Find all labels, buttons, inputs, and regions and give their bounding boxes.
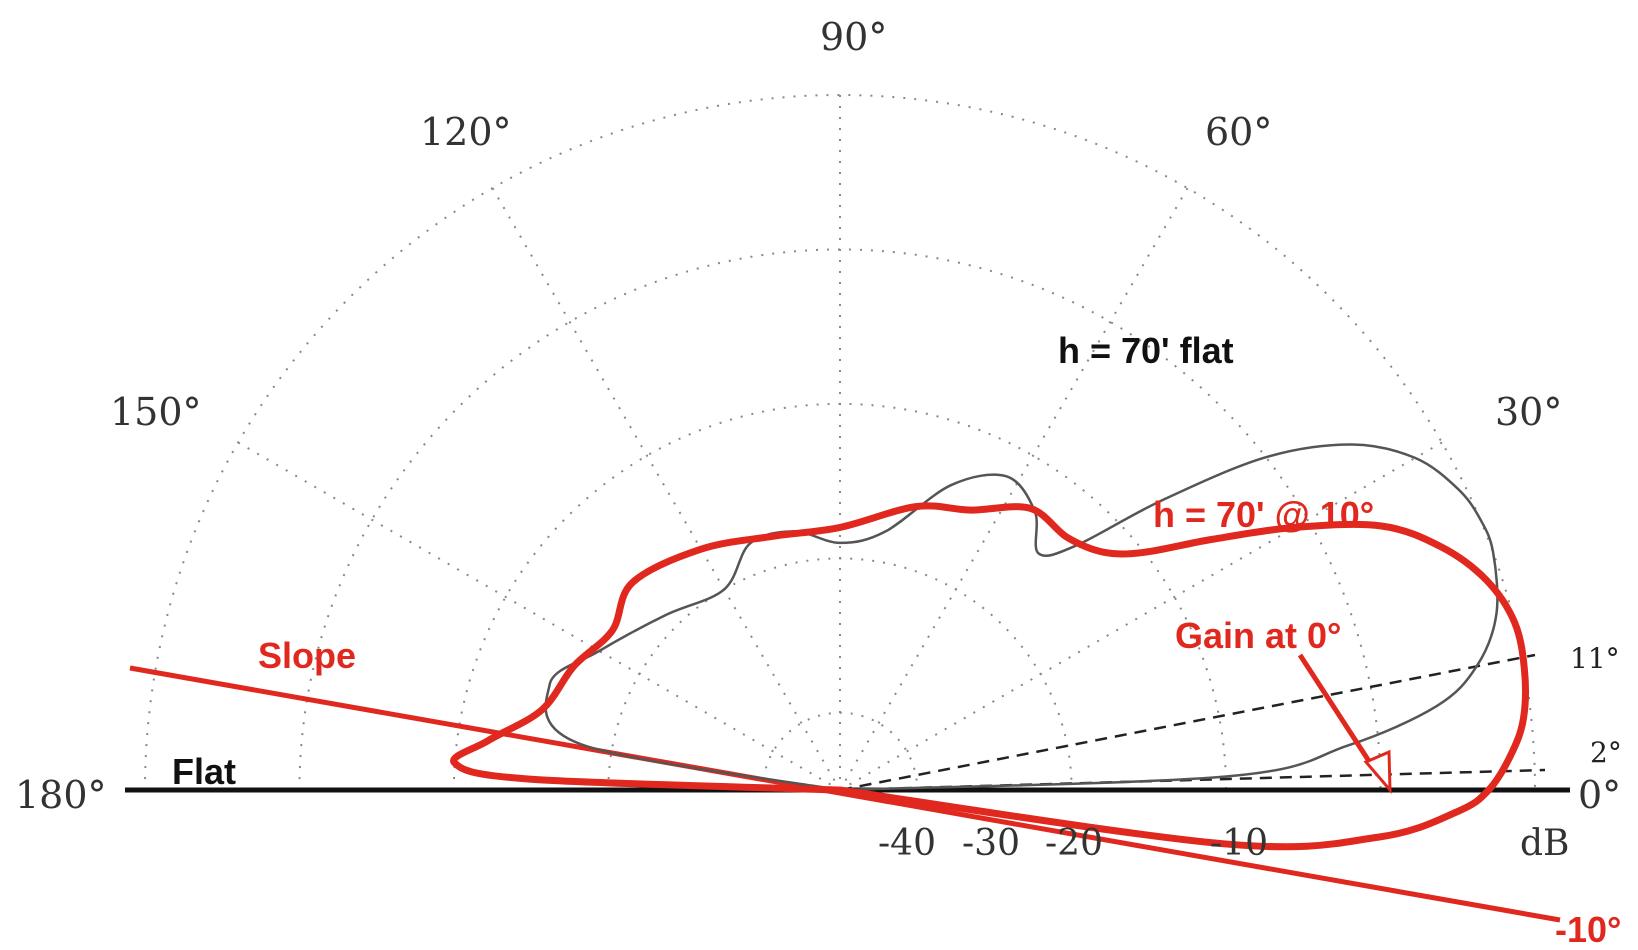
reference-label-2deg: 2° xyxy=(1590,736,1622,769)
reference-label-11deg: 11° xyxy=(1570,642,1620,675)
reference-label-neg10deg: -10° xyxy=(1555,909,1621,950)
sloped-series-label: h = 70' @ 10° xyxy=(1153,494,1374,535)
grid-spoke xyxy=(839,187,1189,791)
db-tick-m20: -20 xyxy=(1045,823,1103,864)
angle-label-0: 0° xyxy=(1578,773,1621,817)
gain-arrow-shaft xyxy=(1297,653,1381,777)
gain-at-0-label: Gain at 0° xyxy=(1175,615,1341,656)
db-tick-m30: -30 xyxy=(962,823,1020,864)
angle-label-180: 180° xyxy=(15,773,107,817)
db-unit-label: dB xyxy=(1520,823,1570,864)
reference-line-11deg xyxy=(839,653,1536,792)
angle-label-90: 90° xyxy=(820,15,887,59)
reference-line-2deg xyxy=(839,768,1546,792)
flat-series-label: h = 70' flat xyxy=(1058,330,1234,371)
grid-ring xyxy=(144,94,1536,791)
angle-label-30: 30° xyxy=(1495,390,1562,434)
gain-arrow-head xyxy=(1363,749,1392,795)
grid-ring xyxy=(452,403,1228,791)
angle-label-60: 60° xyxy=(1205,110,1272,154)
slope-label: Slope xyxy=(258,635,356,676)
db-tick-m10: -10 xyxy=(1210,823,1268,864)
db-tick-m40: -40 xyxy=(878,823,936,864)
series-h70-at-10deg xyxy=(450,502,1529,851)
polar-grid xyxy=(144,94,1536,791)
flat-label: Flat xyxy=(172,751,236,792)
angle-label-120: 120° xyxy=(420,110,512,154)
angle-label-150: 150° xyxy=(110,390,202,434)
